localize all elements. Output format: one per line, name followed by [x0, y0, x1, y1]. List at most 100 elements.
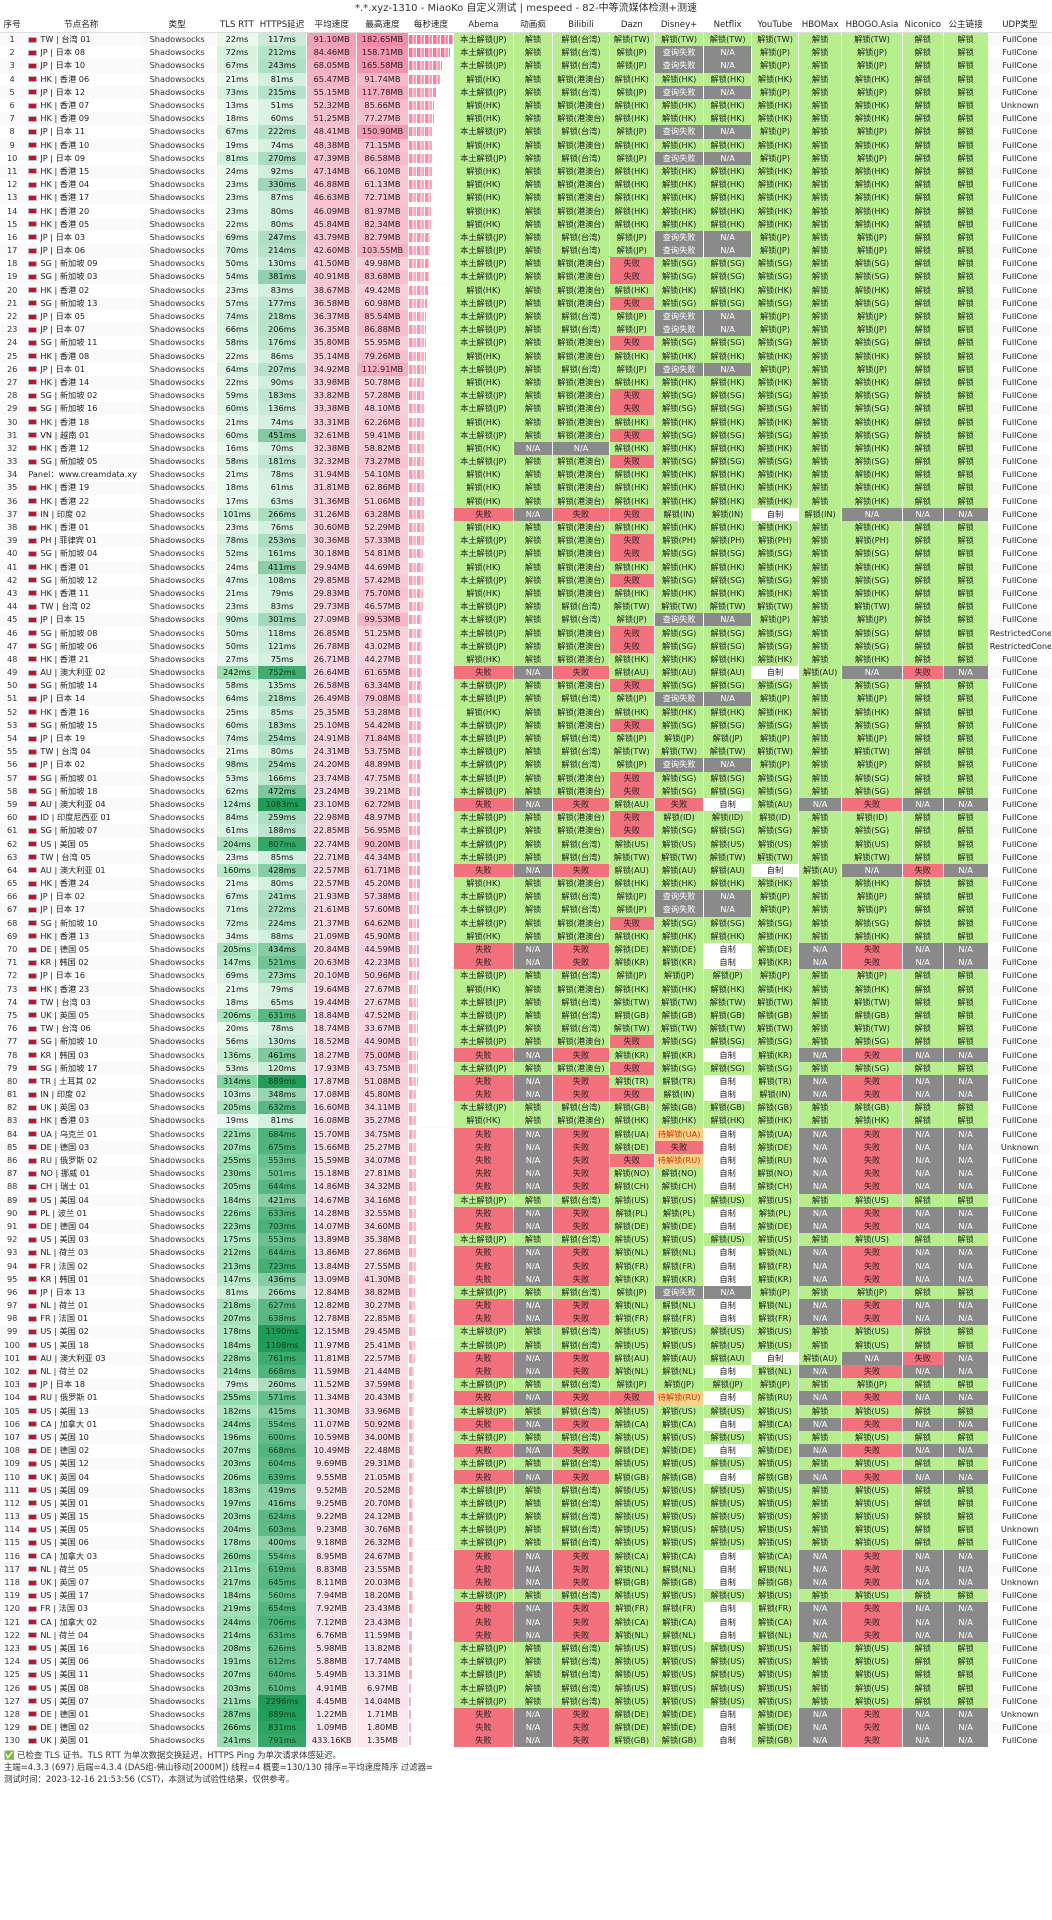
- table-row[interactable]: 39 PH | 菲律宾 01 Shadowsocks 78ms 253ms 30.36MB…: [0, 534, 1052, 548]
- table-row[interactable]: 103 JP | 日本 18 Shadowsocks 79ms 260ms 11.52MB…: [0, 1378, 1052, 1392]
- table-row[interactable]: 101 AU | 澳大利亚 03 Shadowsocks 228ms 761ms 11.8…: [0, 1351, 1052, 1365]
- table-row[interactable]: 75 UK | 英国 05 Shadowsocks 206ms 631ms 18.84MB…: [0, 1008, 1052, 1023]
- table-row[interactable]: 114 US | 美国 05 Shadowsocks 204ms 603ms 9.23MB…: [0, 1523, 1052, 1537]
- table-row[interactable]: 100 US | 美国 18 Shadowsocks 184ms 1108ms 11.97…: [0, 1338, 1052, 1352]
- table-row[interactable]: 51 JP | 日本 14 Shadowsocks 64ms 218ms 26.49MB 7…: [0, 692, 1052, 706]
- table-row[interactable]: 110 UK | 英国 04 Shadowsocks 206ms 639ms 9.55MB…: [0, 1470, 1052, 1484]
- table-row[interactable]: 42 SG | 新加坡 12 Shadowsocks 47ms 108ms 29.85MB…: [0, 573, 1052, 587]
- table-row[interactable]: 88 CH | 瑞士 01 Shadowsocks 205ms 644ms 14.86MB…: [0, 1180, 1052, 1194]
- table-row[interactable]: 63 TW | 台湾 05 Shadowsocks 23ms 85ms 22.71MB 44…: [0, 850, 1052, 864]
- table-row[interactable]: 19 SG | 新加坡 03 Shadowsocks 54ms 381ms 40.91MB…: [0, 270, 1052, 284]
- table-row[interactable]: 123 US | 美国 16 Shadowsocks 208ms 626ms 5.98MB…: [0, 1641, 1052, 1656]
- table-row[interactable]: 53 SG | 新加坡 15 Shadowsocks 60ms 183ms 25.10MB…: [0, 718, 1052, 732]
- table-row[interactable]: 21 SG | 新加坡 13 Shadowsocks 57ms 177ms 36.58MB…: [0, 296, 1052, 310]
- table-row[interactable]: 22 JP | 日本 05 Shadowsocks 74ms 218ms 36.37MB 8…: [0, 309, 1052, 324]
- table-row[interactable]: 104 RU | 俄罗斯 01 Shadowsocks 255ms 571ms 11.34…: [0, 1391, 1052, 1405]
- table-row[interactable]: 82 UK | 英国 03 Shadowsocks 205ms 632ms 16.60MB…: [0, 1101, 1052, 1115]
- table-row[interactable]: 66 JP | 日本 02 Shadowsocks 67ms 241ms 21.93MB 5…: [0, 890, 1052, 904]
- table-row[interactable]: 44 TW | 台湾 02 Shadowsocks 23ms 83ms 29.73MB 46…: [0, 600, 1052, 614]
- table-row[interactable]: 87 NO | 挪威 01 Shadowsocks 230ms 501ms 15.18MB…: [0, 1167, 1052, 1181]
- table-row[interactable]: 97 NL | 荷兰 01 Shadowsocks 218ms 627ms 12.82MB…: [0, 1299, 1052, 1313]
- table-row[interactable]: 17 JP | 日本 06 Shadowsocks 70ms 214ms 42.60MB 1…: [0, 244, 1052, 258]
- table-row[interactable]: 16 JP | 日本 03 Shadowsocks 69ms 247ms 43.79MB 8…: [0, 230, 1052, 244]
- table-row[interactable]: 117 NL | 荷兰 05 Shadowsocks 211ms 619ms 8.83MB…: [0, 1562, 1052, 1576]
- table-row[interactable]: 20 HK | 香港 02 Shadowsocks 23ms 83ms 38.67MB 49…: [0, 283, 1052, 297]
- table-row[interactable]: 106 CA | 加拿大 01 Shadowsocks 244ms 554ms 11.07…: [0, 1417, 1052, 1431]
- table-row[interactable]: 108 DE | 德国 02 Shadowsocks 207ms 668ms 10.49M…: [0, 1444, 1052, 1458]
- table-row[interactable]: 50 SG | 新加坡 14 Shadowsocks 58ms 135ms 26.58MB…: [0, 679, 1052, 693]
- table-row[interactable]: 92 US | 美国 03 Shadowsocks 175ms 553ms 13.89MB…: [0, 1233, 1052, 1247]
- table-row[interactable]: 90 PL | 波兰 01 Shadowsocks 226ms 633ms 14.28MB…: [0, 1206, 1052, 1220]
- table-row[interactable]: 126 US | 美国 08 Shadowsocks 203ms 610ms 4.91MB…: [0, 1681, 1052, 1695]
- table-row[interactable]: 115 US | 美国 06 Shadowsocks 178ms 400ms 9.18MB…: [0, 1536, 1052, 1550]
- table-row[interactable]: 32 HK | 香港 12 Shadowsocks 16ms 70ms 32.38MB 58…: [0, 441, 1052, 455]
- table-row[interactable]: 74 TW | 台湾 03 Shadowsocks 18ms 65ms 19.44MB 27…: [0, 995, 1052, 1009]
- table-row[interactable]: 121 CA | 加拿大 02 Shadowsocks 244ms 706ms 7.12M…: [0, 1615, 1052, 1629]
- table-row[interactable]: 61 SG | 新加坡 07 Shadowsocks 61ms 188ms 22.85MB…: [0, 824, 1052, 838]
- table-row[interactable]: 60 ID | 印度尼西亚 01 Shadowsocks 84ms 259ms 22.98…: [0, 811, 1052, 825]
- table-row[interactable]: 24 SG | 新加坡 11 Shadowsocks 58ms 176ms 35.80MB…: [0, 336, 1052, 350]
- table-row[interactable]: 112 US | 美国 01 Shadowsocks 197ms 416ms 9.25MB…: [0, 1496, 1052, 1510]
- table-row[interactable]: 46 SG | 新加坡 08 Shadowsocks 50ms 118ms 26.85MB…: [0, 626, 1052, 640]
- table-row[interactable]: 45 JP | 日本 15 Shadowsocks 90ms 301ms 27.09MB 9…: [0, 613, 1052, 627]
- table-row[interactable]: 91 DE | 德国 04 Shadowsocks 223ms 703ms 14.07MB…: [0, 1219, 1052, 1234]
- table-row[interactable]: 109 US | 美国 12 Shadowsocks 203ms 604ms 9.69MB…: [0, 1457, 1052, 1471]
- table-row[interactable]: 107 US | 美国 10 Shadowsocks 196ms 600ms 10.59M…: [0, 1430, 1052, 1445]
- table-row[interactable]: 15 HK | 香港 05 Shadowsocks 22ms 80ms 45.84MB 82…: [0, 217, 1052, 231]
- table-row[interactable]: 54 JP | 日本 19 Shadowsocks 74ms 254ms 24.91MB 7…: [0, 731, 1052, 746]
- table-row[interactable]: 38 HK | 香港 01 Shadowsocks 23ms 76ms 30.60MB 52…: [0, 520, 1052, 535]
- table-row[interactable]: 111 US | 美国 09 Shadowsocks 183ms 419ms 9.52MB…: [0, 1483, 1052, 1497]
- table-row[interactable]: 58 SG | 新加坡 18 Shadowsocks 62ms 472ms 23.24MB…: [0, 784, 1052, 798]
- table-row[interactable]: 72 JP | 日本 16 Shadowsocks 69ms 273ms 20.10MB 5…: [0, 969, 1052, 983]
- table-row[interactable]: 34 Panel：www.creamdata.xyz Shadowsocks 21ms…: [0, 468, 1052, 482]
- table-row[interactable]: 95 KR | 韩国 01 Shadowsocks 147ms 436ms 13.09MB…: [0, 1272, 1052, 1286]
- table-row[interactable]: 14 HK | 香港 20 Shadowsocks 23ms 80ms 46.09MB 81…: [0, 204, 1052, 218]
- table-row[interactable]: 1 TW | 台湾 01 Shadowsocks 22ms 117ms 91.10MB 18…: [0, 32, 1052, 47]
- table-row[interactable]: 41 HK | 香港 01 Shadowsocks 24ms 411ms 29.94MB 4…: [0, 560, 1052, 574]
- table-row[interactable]: 64 AU | 澳大利亚 01 Shadowsocks 160ms 428ms 22.57…: [0, 863, 1052, 877]
- table-row[interactable]: 129 DE | 德国 02 Shadowsocks 266ms 831ms 1.09MB…: [0, 1721, 1052, 1735]
- table-row[interactable]: 2 JP | 日本 08 Shadowsocks 72ms 212ms 84.46MB 15…: [0, 46, 1052, 60]
- table-row[interactable]: 30 HK | 香港 18 Shadowsocks 21ms 74ms 33.31MB 62…: [0, 415, 1052, 429]
- table-row[interactable]: 128 DE | 德国 01 Shadowsocks 287ms 889ms 1.22MB…: [0, 1707, 1052, 1721]
- table-row[interactable]: 48 HK | 香港 21 Shadowsocks 27ms 75ms 26.71MB 44…: [0, 652, 1052, 666]
- table-row[interactable]: 102 NL | 荷兰 02 Shadowsocks 214ms 668ms 11.59M…: [0, 1364, 1052, 1379]
- table-row[interactable]: 67 JP | 日本 17 Shadowsocks 71ms 272ms 21.61MB 5…: [0, 903, 1052, 917]
- table-row[interactable]: 116 CA | 加拿大 03 Shadowsocks 260ms 554ms 8.95M…: [0, 1549, 1052, 1563]
- table-row[interactable]: 55 TW | 台湾 04 Shadowsocks 21ms 80ms 24.31MB 53…: [0, 745, 1052, 759]
- table-row[interactable]: 10 JP | 日本 09 Shadowsocks 81ms 270ms 47.39MB 8…: [0, 151, 1052, 165]
- table-row[interactable]: 6 HK | 香港 07 Shadowsocks 13ms 51ms 52.32MB 85.…: [0, 98, 1052, 113]
- table-row[interactable]: 83 HK | 香港 03 Shadowsocks 19ms 81ms 16.08MB 35…: [0, 1114, 1052, 1128]
- table-row[interactable]: 119 US | 美国 17 Shadowsocks 184ms 560ms 7.94MB…: [0, 1589, 1052, 1603]
- table-row[interactable]: 62 US | 美国 05 Shadowsocks 204ms 807ms 22.74MB…: [0, 837, 1052, 851]
- table-row[interactable]: 118 UK | 英国 07 Shadowsocks 217ms 645ms 8.11MB…: [0, 1575, 1052, 1590]
- table-row[interactable]: 56 JP | 日本 02 Shadowsocks 98ms 254ms 24.20MB 4…: [0, 758, 1052, 772]
- table-row[interactable]: 37 IN | 印度 02 Shadowsocks 101ms 266ms 31.26MB…: [0, 507, 1052, 521]
- table-row[interactable]: 23 JP | 日本 07 Shadowsocks 66ms 206ms 36.35MB 8…: [0, 323, 1052, 337]
- table-row[interactable]: 99 US | 美国 02 Shadowsocks 178ms 1190ms 12.15M…: [0, 1325, 1052, 1339]
- table-row[interactable]: 130 UK | 英国 01 Shadowsocks 241ms 791ms 433.16…: [0, 1734, 1052, 1748]
- table-row[interactable]: 73 HK | 香港 23 Shadowsocks 21ms 79ms 19.64MB 27…: [0, 982, 1052, 996]
- table-row[interactable]: 4 HK | 香港 06 Shadowsocks 21ms 81ms 65.47MB 91.…: [0, 72, 1052, 86]
- table-row[interactable]: 7 HK | 香港 09 Shadowsocks 18ms 60ms 51.25MB 77.…: [0, 112, 1052, 126]
- table-row[interactable]: 105 US | 美国 13 Shadowsocks 182ms 415ms 11.30M…: [0, 1404, 1052, 1418]
- table-row[interactable]: 28 SG | 新加坡 02 Shadowsocks 59ms 183ms 33.82MB…: [0, 389, 1052, 403]
- table-row[interactable]: 77 SG | 新加坡 10 Shadowsocks 56ms 130ms 18.52MB…: [0, 1035, 1052, 1049]
- table-row[interactable]: 113 US | 美国 15 Shadowsocks 203ms 624ms 9.22MB…: [0, 1510, 1052, 1524]
- table-row[interactable]: 11 HK | 香港 15 Shadowsocks 24ms 92ms 47.14MB 66…: [0, 164, 1052, 179]
- table-row[interactable]: 35 HK | 香港 19 Shadowsocks 18ms 61ms 31.81MB 62…: [0, 481, 1052, 495]
- table-row[interactable]: 86 RU | 俄罗斯 02 Shadowsocks 255ms 553ms 15.59M…: [0, 1153, 1052, 1168]
- table-row[interactable]: 25 HK | 香港 08 Shadowsocks 22ms 86ms 35.14MB 79…: [0, 349, 1052, 363]
- table-row[interactable]: 120 FR | 法国 03 Shadowsocks 219ms 654ms 7.92MB…: [0, 1602, 1052, 1616]
- table-row[interactable]: 9 HK | 香港 10 Shadowsocks 19ms 74ms 48.38MB 71.…: [0, 138, 1052, 152]
- table-row[interactable]: 98 FR | 法国 01 Shadowsocks 207ms 638ms 12.78MB…: [0, 1312, 1052, 1326]
- table-row[interactable]: 96 JP | 日本 13 Shadowsocks 81ms 266ms 12.84MB 3…: [0, 1285, 1052, 1299]
- table-row[interactable]: 65 HK | 香港 24 Shadowsocks 21ms 80ms 22.57MB 45…: [0, 877, 1052, 891]
- table-row[interactable]: 12 HK | 香港 04 Shadowsocks 23ms 330ms 46.88MB 6…: [0, 178, 1052, 192]
- table-row[interactable]: 49 AU | 澳大利亚 02 Shadowsocks 242ms 752ms 26.64…: [0, 666, 1052, 680]
- table-row[interactable]: 125 US | 美国 11 Shadowsocks 207ms 640ms 5.49MB…: [0, 1668, 1052, 1682]
- table-row[interactable]: 27 HK | 香港 14 Shadowsocks 22ms 90ms 33.98MB 50…: [0, 375, 1052, 390]
- table-row[interactable]: 18 SG | 新加坡 09 Shadowsocks 50ms 130ms 41.50MB…: [0, 257, 1052, 271]
- table-row[interactable]: 36 HK | 香港 22 Shadowsocks 17ms 63ms 31.36MB 51…: [0, 494, 1052, 508]
- table-row[interactable]: 69 HK | 香港 13 Shadowsocks 34ms 88ms 21.09MB 45…: [0, 929, 1052, 943]
